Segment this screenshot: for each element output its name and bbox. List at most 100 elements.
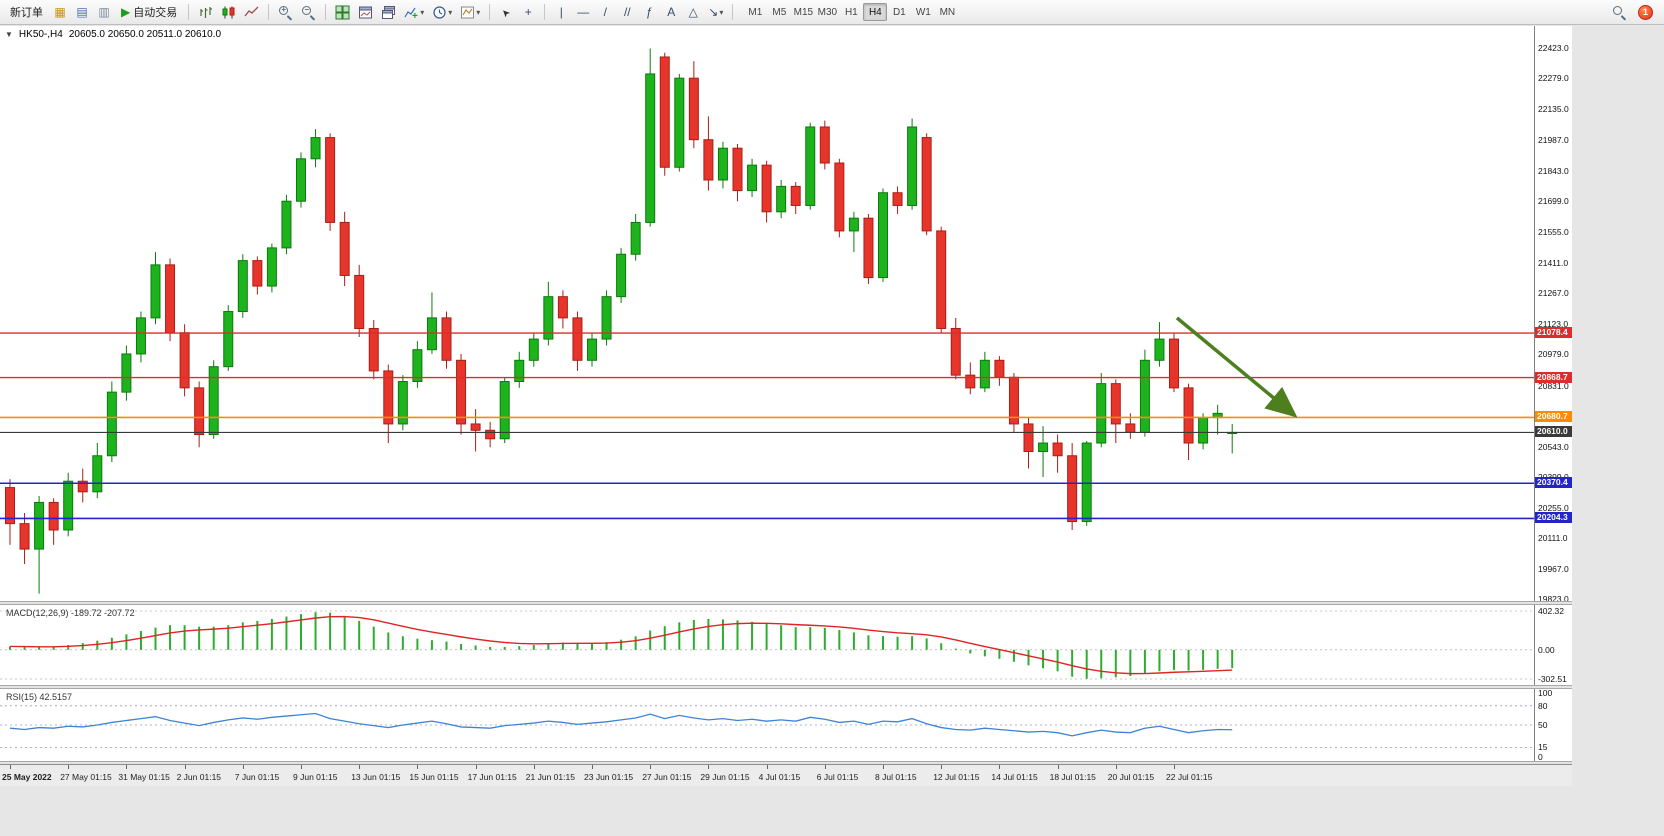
chart-title-bar: ▼ HK50-,H4 20605.0 20650.0 20511.0 20610… (5, 29, 221, 40)
timeframe-button-h4[interactable]: H4 (863, 3, 888, 21)
candle (616, 253, 627, 298)
navigator-button[interactable]: ▥ (94, 2, 114, 22)
arrange-windows-button[interactable] (355, 2, 376, 22)
candle (1052, 442, 1063, 457)
chart-candles-button[interactable] (218, 2, 239, 22)
candle (77, 480, 88, 493)
time-axis-label: 2 Jun 01:15 (176, 772, 222, 782)
timeframe-button-mn[interactable]: MN (939, 6, 956, 18)
macd-label: MACD(12,26,9) -189.72 -207.72 (6, 608, 135, 618)
candle (412, 349, 423, 383)
time-axis-tick (533, 765, 535, 769)
time-axis-tick (242, 765, 244, 769)
trend-arrow-object[interactable] (1175, 316, 1298, 418)
zoom-in-button[interactable]: + (275, 2, 296, 22)
timeframe-button-h1[interactable]: H1 (844, 6, 858, 18)
templates-button[interactable]: ▾ (457, 2, 483, 22)
fibonacci-tool-button[interactable]: ƒ (639, 2, 659, 22)
timeframe-button-w1[interactable]: W1 (915, 6, 931, 18)
collapse-quote-icon[interactable]: ▼ (5, 30, 13, 39)
dropdown-caret-icon: ▾ (719, 7, 724, 17)
candlestick-chart[interactable] (0, 26, 1534, 601)
candle (426, 317, 437, 351)
main-chart-panel[interactable]: ▼ HK50-,H4 20605.0 20650.0 20511.0 20610… (0, 26, 1572, 601)
search-button[interactable] (1609, 2, 1630, 22)
timeframe-button-d1[interactable]: D1 (892, 6, 906, 18)
time-axis-tick (883, 765, 884, 769)
channel-tool-button[interactable]: // (617, 2, 637, 22)
candle (252, 260, 263, 287)
arrows-tool-button[interactable]: ↘ ▾ (705, 2, 726, 22)
price-tag: 20204.3 (1535, 512, 1572, 524)
zoom-out-button[interactable]: − (298, 2, 319, 22)
candle (1169, 338, 1179, 389)
candle (1125, 423, 1136, 433)
candle (237, 260, 248, 313)
tile-windows-button[interactable] (332, 2, 353, 22)
indicators-button[interactable]: + ▾ (401, 2, 427, 22)
candle (805, 126, 816, 206)
candle (456, 359, 467, 425)
fibonacci-icon: ƒ (645, 5, 653, 19)
rsi-axis-tick: 15 (1538, 742, 1548, 753)
market-watch-button[interactable]: ▦ (50, 2, 70, 22)
periods-button[interactable]: ▾ (429, 2, 455, 22)
data-window-button[interactable]: ▤ (72, 2, 92, 22)
candle (630, 221, 641, 255)
auto-trading-button[interactable]: ▶ 自动交易 (116, 2, 182, 22)
vertical-line-tool-button[interactable]: | (551, 2, 571, 22)
macd-panel[interactable]: MACD(12,26,9) -189.72 -207.72 402.32 0.00… (0, 605, 1572, 685)
dropdown-caret-icon: ▾ (420, 7, 425, 17)
candle (572, 317, 583, 361)
rsi-line (9, 712, 1233, 737)
price-tag: 20370.4 (1535, 477, 1572, 489)
rsi-panel[interactable]: RSI(15) 42.5157 100 80 50 15 0 (0, 689, 1572, 761)
candle (645, 73, 656, 223)
time-axis-label: 12 Jul 01:15 (933, 772, 980, 782)
candle (1183, 387, 1194, 444)
rsi-splitter[interactable] (0, 685, 1572, 689)
timeframe-button-m15[interactable]: M15 (793, 6, 814, 18)
candle (48, 501, 59, 531)
rsi-axis-tick: 100 (1538, 689, 1553, 698)
timeframe-button-m1[interactable]: M1 (748, 6, 763, 18)
candle (121, 353, 132, 393)
candle (266, 247, 277, 287)
new-order-button[interactable]: 新订单 (5, 2, 48, 22)
time-axis-label: 20 Jul 01:15 (1107, 772, 1155, 782)
time-axis-label: 22 Jul 01:15 (1166, 772, 1213, 782)
candle (485, 429, 496, 440)
trendline-tool-button[interactable]: / (595, 2, 615, 22)
crosshair-tool-button[interactable]: + (518, 2, 538, 22)
shapes-tool-button[interactable]: △ (683, 2, 703, 22)
cascade-windows-button[interactable] (378, 2, 399, 22)
time-axis-tick (941, 765, 943, 769)
toolbar-separator (732, 4, 734, 20)
text-tool-button[interactable]: A (661, 2, 681, 22)
candle (717, 147, 728, 181)
macd-splitter[interactable] (0, 601, 1572, 605)
chart-line-button[interactable] (241, 2, 262, 22)
trendline-icon: / (603, 5, 607, 19)
horizontal-line-tool-button[interactable]: — (573, 2, 593, 22)
candle (776, 185, 787, 213)
indicators-icon: + (404, 7, 418, 20)
timeframe-button-m30[interactable]: M30 (817, 6, 838, 18)
candle (19, 523, 30, 550)
toolbar-separator (325, 4, 327, 20)
candle (397, 381, 408, 425)
candle (150, 264, 161, 319)
macd-axis-tick: 0.00 (1538, 644, 1555, 655)
timeframe-button-m5[interactable]: M5 (772, 6, 787, 18)
time-axis[interactable]: 25 May 2022 27 May 01:15 31 May 01:15 2 Jun… (0, 764, 1572, 786)
candle (965, 374, 976, 389)
price-axis[interactable]: 22423.0 22279.0 22135.0 21987.0 21843.0 21699… (1534, 26, 1572, 601)
cursor-tool-button[interactable]: ➤ (496, 2, 516, 22)
candle (892, 192, 903, 206)
timeframe-group: M1 M5 M15 M30 H1 H4 D1 W1 MN (743, 3, 959, 21)
time-axis-label: 31 May 01:15 (118, 772, 170, 782)
candle (165, 264, 176, 334)
candle (368, 327, 379, 372)
notification-badge[interactable]: 1 (1638, 4, 1653, 20)
chart-bars-button[interactable] (195, 2, 216, 22)
